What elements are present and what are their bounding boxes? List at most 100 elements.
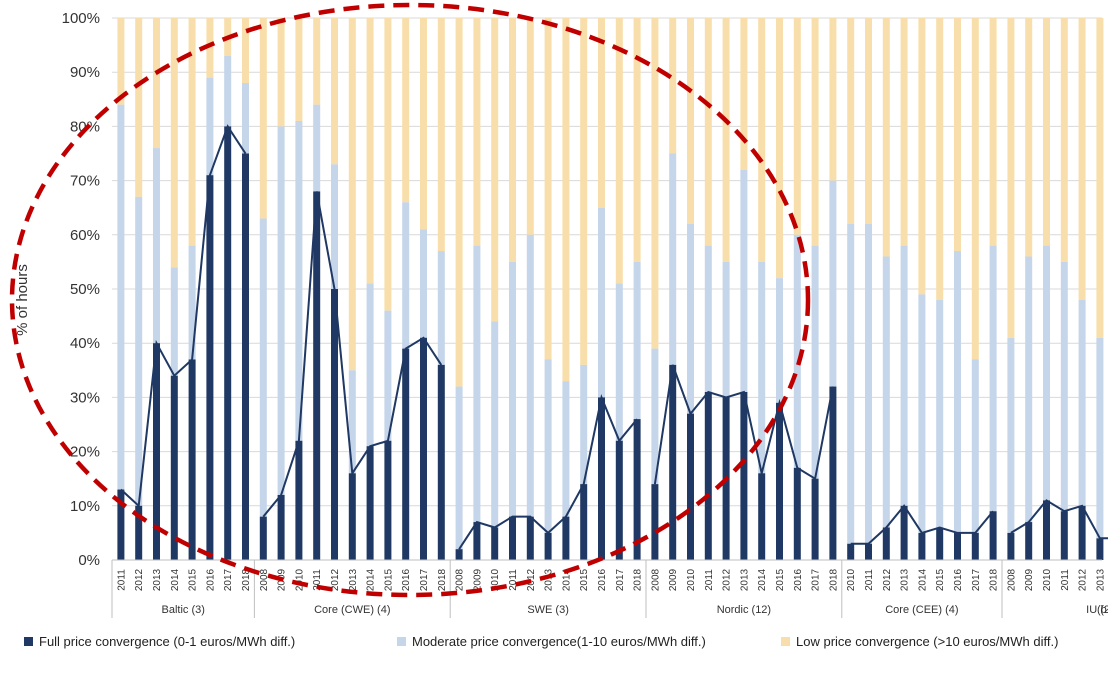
bar-segment-moderate	[598, 207, 605, 398]
full-convergence-line	[850, 504, 994, 545]
bar-segment-full	[615, 440, 623, 560]
x-tick-label-year: 2015	[188, 568, 199, 591]
y-tick-label: 20%	[70, 444, 100, 461]
bar-segment-full	[580, 484, 588, 560]
bar-segment-moderate	[491, 321, 499, 528]
bar-segment-moderate	[900, 245, 908, 506]
bar-segment-low	[936, 18, 944, 300]
bar-segment-low	[811, 18, 819, 246]
bar-segment-low	[722, 18, 730, 262]
bar-segment-low	[366, 18, 374, 284]
bar-segment-moderate	[936, 299, 944, 528]
bar-segment-moderate	[865, 223, 872, 544]
x-tick-label-year: 2014	[757, 568, 768, 591]
bar-segment-low	[989, 18, 997, 246]
x-tick-label-year: 2008	[259, 568, 270, 591]
bar-segment-moderate	[918, 294, 926, 533]
bar-segment-moderate	[402, 202, 410, 349]
bar-segment-full	[206, 175, 214, 560]
x-tick-label-year: 2013	[152, 568, 163, 591]
bar-segment-full	[188, 359, 196, 560]
bar-segment-low	[1025, 18, 1033, 257]
legend-swatch-low	[781, 636, 790, 646]
group-label: Nordic (12)	[717, 604, 771, 616]
group-label: IU (2)	[1086, 604, 1108, 616]
legend: Full price convergence (0-1 euros/MWh di…	[0, 626, 1108, 656]
bar-segment-low	[882, 18, 890, 257]
x-tick-label-year: 2009	[668, 568, 679, 591]
bar-segment-full	[313, 191, 321, 560]
x-tick-label-year: 2014	[366, 568, 377, 591]
bar-segment-full	[900, 505, 908, 560]
bar-segment-moderate	[420, 229, 427, 338]
legend-swatch-moderate	[397, 636, 406, 646]
bar-segment-moderate	[437, 251, 445, 365]
bar-segment-full	[811, 478, 819, 560]
x-tick-label-year: 2014	[170, 568, 181, 591]
bar-segment-moderate	[224, 55, 232, 127]
legend-label-low: Low price convergence (>10 euros/MWh dif…	[796, 633, 1059, 649]
bar-segment-full	[366, 446, 374, 560]
bar-segment-low	[954, 18, 961, 252]
bar-segment-moderate	[153, 148, 160, 344]
bar-segment-low	[526, 18, 534, 235]
x-tick-label-year: 2015	[383, 568, 394, 591]
bar-segment-low	[1078, 18, 1086, 300]
y-tick-label: 60%	[70, 227, 100, 244]
x-tick-label-year: 2010	[686, 568, 697, 591]
bar-segment-full	[135, 505, 143, 560]
x-tick-label-year: 2010	[294, 568, 305, 591]
bar-segment-low	[740, 18, 748, 170]
group-label: Core (CWE) (4)	[314, 604, 390, 616]
x-tick-label-year: 2018	[989, 568, 1000, 591]
bar-segment-moderate	[811, 245, 819, 479]
y-tick-label: 0%	[78, 552, 100, 569]
bar-segment-full	[420, 337, 427, 560]
bar-segment-low	[348, 18, 356, 371]
bar-segment-low	[473, 18, 481, 246]
bar-segment-moderate	[1096, 337, 1104, 539]
bar-segment-low	[295, 18, 303, 121]
bar-segment-low	[687, 18, 694, 224]
x-tick-label-year: 2013	[348, 568, 359, 591]
x-tick-label-year: 2008	[1006, 568, 1017, 591]
bar-segment-moderate	[882, 256, 890, 528]
x-tick-label-year: 2015	[579, 568, 590, 591]
bar-segment-full	[633, 419, 641, 560]
bar-segment-full	[348, 473, 356, 560]
bar-segment-full	[1007, 532, 1015, 560]
bar-segment-moderate	[1078, 299, 1086, 506]
bar-segment-moderate	[188, 245, 196, 360]
x-tick-label-year: 2013	[544, 568, 555, 591]
bar-segment-full	[473, 522, 481, 560]
bar-segment-moderate	[847, 223, 855, 544]
bar-segment-moderate	[615, 283, 623, 441]
bar-segment-moderate	[776, 278, 783, 403]
bar-segment-moderate	[313, 104, 321, 192]
bar-segment-full	[384, 440, 392, 560]
bar-segment-full	[224, 126, 232, 561]
x-tick-label-year: 2017	[223, 568, 234, 591]
x-tick-label-year: 2014	[561, 568, 572, 591]
bar-segment-full	[598, 397, 605, 560]
bar-segment-low	[170, 18, 178, 268]
full-convergence-line	[1010, 499, 1108, 540]
x-tick-label-year: 2012	[526, 568, 537, 591]
legend-item-full: Full price convergence (0-1 euros/MWh di…	[24, 634, 295, 649]
bar-segment-full	[1060, 511, 1068, 560]
y-tick-label: 70%	[70, 173, 100, 190]
bar-segment-moderate	[1060, 261, 1068, 512]
bar-segment-full	[829, 386, 837, 560]
bar-segment-moderate	[954, 251, 961, 533]
bar-segment-low	[918, 18, 926, 295]
annotation-ellipse	[9, 2, 811, 598]
bar-segment-full	[758, 473, 766, 560]
bar-segment-moderate	[1043, 245, 1050, 501]
group-label: Baltic (3)	[161, 604, 204, 616]
bar-segment-low	[153, 18, 160, 149]
x-tick-label-year: 2013	[900, 568, 911, 591]
bar-segment-full	[918, 532, 926, 560]
y-tick-label: 10%	[70, 498, 100, 515]
legend-item-moderate: Moderate price convergence(1-10 euros/MW…	[397, 634, 706, 649]
